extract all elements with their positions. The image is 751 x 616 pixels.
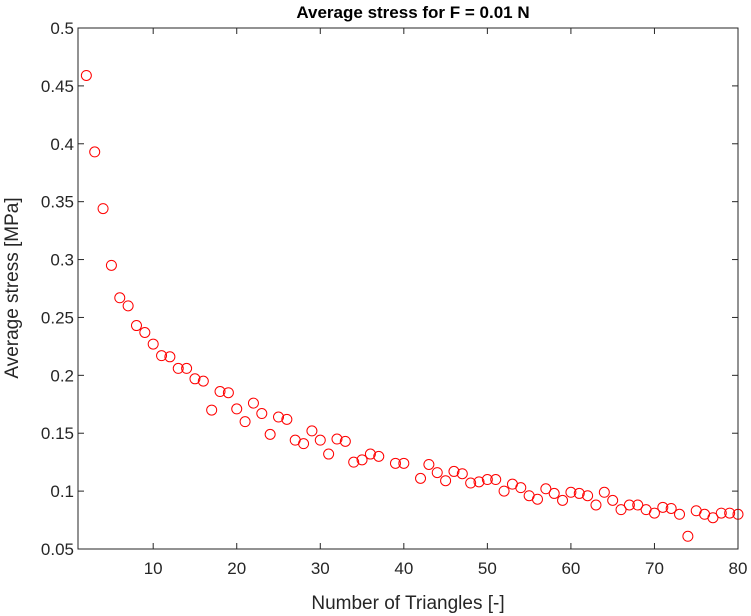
data-point [239, 416, 251, 428]
data-point [674, 508, 686, 520]
data-point [632, 499, 644, 511]
data-point [548, 487, 560, 499]
y-tick-label: 0.45 [41, 77, 74, 96]
x-tick-label: 10 [144, 559, 163, 578]
data-point [231, 403, 243, 415]
y-tick-label: 0.4 [50, 135, 74, 154]
y-tick-label: 0.05 [41, 540, 74, 559]
data-point [648, 507, 660, 519]
y-tick-label: 0.35 [41, 193, 74, 212]
data-point [715, 507, 727, 519]
data-point [448, 465, 460, 477]
data-point [490, 474, 502, 486]
data-point [114, 292, 126, 304]
data-point [189, 373, 201, 385]
data-point [415, 472, 427, 484]
data-point [314, 434, 326, 446]
chart-title: Average stress for F = 0.01 N [296, 3, 529, 22]
data-point [348, 456, 360, 468]
data-point [256, 408, 268, 420]
data-point [423, 458, 435, 470]
data-point [590, 499, 602, 511]
data-point [398, 457, 410, 469]
data-point [582, 490, 594, 502]
data-point [197, 375, 209, 387]
y-tick-label: 0.3 [50, 251, 74, 270]
x-tick-label: 40 [394, 559, 413, 578]
data-point [431, 467, 443, 479]
data-point [707, 512, 719, 524]
data-point [323, 448, 335, 460]
data-point [80, 69, 92, 81]
data-point [273, 411, 285, 423]
data-points [80, 69, 744, 542]
data-point [356, 454, 368, 466]
data-point [598, 486, 610, 498]
data-point [373, 450, 385, 462]
x-tick-label: 30 [311, 559, 330, 578]
data-point [222, 387, 234, 399]
data-point [264, 428, 276, 440]
plot-box [77, 27, 739, 550]
data-point [339, 435, 351, 447]
x-tick-label: 60 [561, 559, 580, 578]
data-point [557, 494, 569, 506]
data-point [481, 474, 493, 486]
data-point [623, 499, 635, 511]
data-point [130, 320, 142, 332]
data-point [172, 362, 184, 374]
data-point [331, 433, 343, 445]
data-point [573, 487, 585, 499]
data-point [540, 483, 552, 495]
y-tick-label: 0.5 [50, 19, 74, 38]
data-point [281, 413, 293, 425]
data-point [147, 338, 159, 350]
data-point [214, 386, 226, 398]
data-point [206, 404, 218, 416]
data-point [164, 351, 176, 363]
data-point [298, 438, 310, 450]
data-point [389, 457, 401, 469]
data-point [139, 326, 151, 338]
data-point [156, 350, 168, 362]
data-point [89, 146, 101, 158]
x-axis-label: Number of Triangles [-] [311, 593, 504, 614]
data-point [498, 485, 510, 497]
x-tick-label: 80 [729, 559, 748, 578]
data-point [531, 493, 543, 505]
data-point [97, 203, 109, 215]
data-point [105, 259, 117, 271]
data-point [440, 475, 452, 487]
data-point [306, 425, 318, 437]
data-point [607, 494, 619, 506]
y-tick-label: 0.25 [41, 308, 74, 327]
data-point [682, 530, 694, 542]
data-point [122, 300, 134, 312]
y-axis-label: Average stress [MPa] [2, 197, 23, 378]
data-point [657, 501, 669, 513]
data-point [247, 397, 259, 409]
data-point [515, 482, 527, 494]
axis-ticks: 10 20 30 40 50 60 70 80 0.05 0.1 0.15 0.2 0.25 0.3 0.3… [41, 19, 748, 578]
data-point [456, 468, 468, 480]
y-tick-label: 0.1 [50, 482, 74, 501]
x-tick-label: 50 [478, 559, 497, 578]
data-point [181, 362, 193, 374]
data-point [665, 502, 677, 514]
data-point [364, 448, 376, 460]
data-point [615, 504, 627, 516]
data-point [473, 476, 485, 488]
x-tick-label: 20 [227, 559, 246, 578]
y-tick-label: 0.15 [41, 424, 74, 443]
data-point [465, 477, 477, 489]
y-tick-label: 0.2 [50, 366, 74, 385]
data-point [724, 507, 736, 519]
data-point [565, 486, 577, 498]
x-tick-label: 70 [645, 559, 664, 578]
